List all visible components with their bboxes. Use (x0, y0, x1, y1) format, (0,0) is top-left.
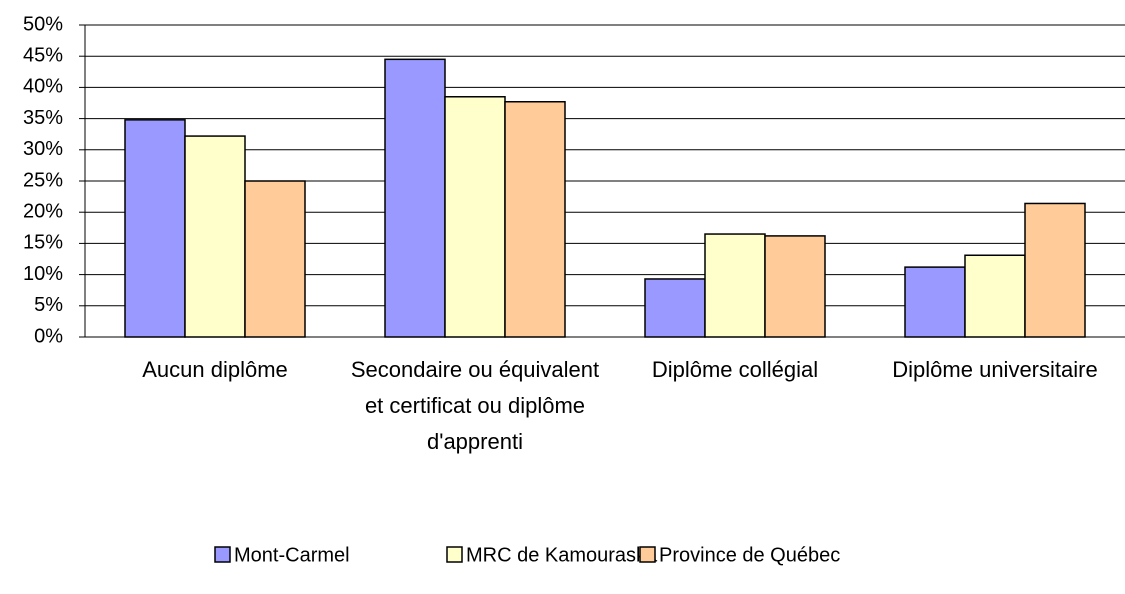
y-tick-label: 5% (34, 294, 63, 316)
y-tick-label: 15% (23, 232, 63, 254)
y-tick-label: 35% (23, 107, 63, 129)
bar (184, 135, 246, 338)
x-tick-label: Diplôme universitaire (892, 357, 1098, 382)
y-tick-label: 0% (34, 325, 63, 347)
bar (904, 266, 966, 338)
bar (1024, 202, 1086, 338)
y-tick-label: 45% (23, 44, 63, 66)
legend-swatch (214, 546, 231, 563)
legend-label: MRC de Kamouraska (466, 544, 658, 566)
bar (444, 96, 506, 338)
bar (504, 101, 566, 338)
bar (704, 233, 766, 338)
bar (964, 254, 1026, 338)
x-tick-label: Diplôme collégial (651, 357, 819, 382)
bar (384, 58, 446, 338)
y-tick-label: 30% (23, 138, 63, 160)
x-tick-label: Aucun diplôme (142, 357, 288, 382)
y-tick-label: 40% (23, 76, 63, 98)
legend-swatch (639, 546, 656, 563)
y-tick-label: 50% (23, 13, 63, 35)
x-tick-label: Secondaire ou équivalent et certificat o… (350, 357, 600, 454)
legend-swatch (446, 546, 463, 563)
bar (764, 235, 826, 338)
bar (124, 119, 186, 338)
y-tick-label: 10% (23, 263, 63, 285)
y-tick-label: 25% (23, 169, 63, 191)
legend-label: Province de Québec (659, 544, 840, 566)
legend-label: Mont-Carmel (234, 544, 350, 566)
bar (644, 278, 706, 338)
y-tick-label: 20% (23, 200, 63, 222)
bar (244, 180, 306, 338)
